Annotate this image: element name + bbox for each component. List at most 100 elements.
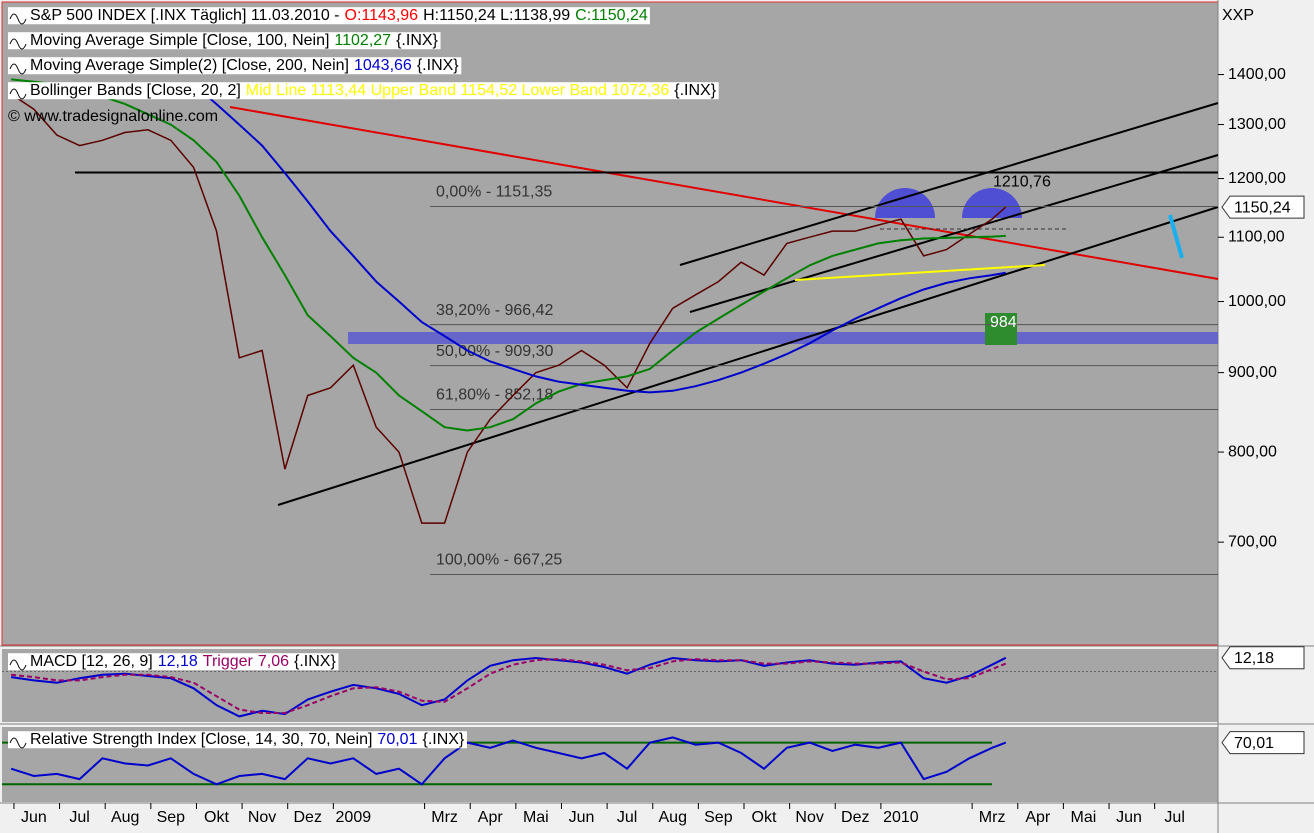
shoulder-marker bbox=[875, 188, 935, 218]
drawing-tools bbox=[229, 102, 1219, 506]
legend-background bbox=[8, 731, 467, 749]
x-tick-label: Nov bbox=[248, 809, 276, 826]
legend-part: {.INX} bbox=[674, 82, 716, 99]
target-label: 984 bbox=[990, 314, 1017, 331]
legend-text: S&P 500 INDEX [.INX Täglich] 11.03.2010 … bbox=[30, 7, 648, 24]
x-tick-label: Nov bbox=[795, 809, 823, 826]
x-tick-label: Sep bbox=[157, 809, 186, 826]
x-tick-label: Jul bbox=[69, 809, 89, 826]
y-tick-label: 1200,00 bbox=[1228, 170, 1286, 187]
y-tick-label: 800,00 bbox=[1228, 443, 1277, 460]
value-box-label: 1150,24 bbox=[1234, 199, 1291, 216]
target-box bbox=[985, 313, 1017, 345]
support-line bbox=[794, 264, 1046, 281]
value-box-label: 70,01 bbox=[1234, 735, 1274, 752]
fib-label: 38,20% - 966,42 bbox=[436, 302, 554, 319]
value-box-label: 12,18 bbox=[1234, 650, 1274, 667]
legend-icon bbox=[9, 659, 27, 671]
x-tick-label: Okt bbox=[204, 809, 229, 826]
legend-part: Bollinger Bands [Close, 20, 2] bbox=[30, 82, 241, 99]
legend-part: 1102,27 bbox=[334, 32, 391, 49]
x-tick-label: Jun bbox=[569, 809, 595, 826]
value-box bbox=[1221, 646, 1305, 670]
y-tick-label: 900,00 bbox=[1228, 364, 1277, 381]
legend-part: Moving Average Simple [Close, 100, Nein] bbox=[30, 32, 329, 49]
x-tick-label: Dez bbox=[841, 809, 869, 826]
legend-icon bbox=[9, 38, 27, 50]
y-tick-label: 700,00 bbox=[1228, 533, 1277, 550]
x-tick-label: Mai bbox=[1071, 809, 1097, 826]
legend-part: O:1143,96 bbox=[345, 7, 419, 24]
value-box bbox=[1221, 731, 1305, 755]
channel-line bbox=[689, 154, 1219, 313]
x-tick-label: Mrz bbox=[431, 809, 458, 826]
x-tick-label: Mai bbox=[523, 809, 549, 826]
x-tick-label: Jul bbox=[1164, 809, 1184, 826]
x-tick-label: Okt bbox=[752, 809, 777, 826]
legend-text: Moving Average Simple(2) [Close, 200, Ne… bbox=[30, 57, 459, 74]
x-tick-label: Aug bbox=[659, 809, 687, 826]
legend-part: {.INX} bbox=[396, 32, 438, 49]
legend-background bbox=[8, 57, 462, 75]
series-line bbox=[10, 658, 1007, 714]
x-tick-label: Aug bbox=[111, 809, 139, 826]
y-tick-label: 1100,00 bbox=[1228, 228, 1285, 245]
x-tick-label: Jun bbox=[1116, 809, 1142, 826]
legend-text: Moving Average Simple [Close, 100, Nein]… bbox=[30, 32, 439, 49]
series-line bbox=[10, 736, 1007, 786]
x-tick-label: Sep bbox=[704, 809, 733, 826]
x-tick-label: Mrz bbox=[979, 809, 1006, 826]
legend-part: S&P 500 INDEX [.INX Täglich] 11.03.2010 … bbox=[30, 7, 340, 24]
legend-icon bbox=[9, 13, 27, 25]
legend-part: 1043,66 bbox=[354, 57, 412, 74]
series-line bbox=[10, 78, 1006, 432]
resistance-label: 1210,76 bbox=[993, 174, 1051, 191]
channel-line bbox=[679, 102, 1219, 266]
legend-part: Moving Average Simple(2) [Close, 200, Ne… bbox=[30, 57, 349, 74]
x-tick-label: 2010 bbox=[883, 809, 919, 826]
arrow-mark bbox=[1168, 214, 1184, 259]
trend-line bbox=[229, 106, 1219, 280]
legend-text: MACD [12, 26, 9] 12,18 Trigger 7,06 {.INX} bbox=[30, 653, 336, 670]
x-tick-label: Jul bbox=[617, 809, 637, 826]
x-tick-label: Dez bbox=[293, 809, 321, 826]
legend-text: Relative Strength Index [Close, 14, 30, … bbox=[30, 731, 465, 748]
legend-icon bbox=[9, 737, 27, 749]
axis-label: XXP bbox=[1222, 7, 1254, 24]
legend-background bbox=[8, 653, 339, 671]
legend-part: {.INX} bbox=[417, 57, 459, 74]
y-tick-label: 1400,00 bbox=[1228, 66, 1286, 83]
channel-line bbox=[277, 206, 1219, 506]
series-line bbox=[10, 656, 1007, 718]
legend-part: C:1150,24 bbox=[575, 7, 648, 24]
legend-part: Relative Strength Index [Close, 14, 30, … bbox=[30, 731, 372, 748]
fib-label: 61,80% - 852,18 bbox=[436, 387, 554, 404]
legend-background bbox=[8, 32, 441, 50]
legend-text: Bollinger Bands [Close, 20, 2] Mid Line 1… bbox=[30, 82, 717, 99]
legend-part: H:1150,24 L:1138,99 bbox=[423, 7, 570, 24]
copyright: © www.tradesignalonline.com bbox=[8, 108, 218, 125]
fib-label: 100,00% - 667,25 bbox=[436, 552, 562, 569]
legend-part: Trigger bbox=[203, 653, 254, 670]
legend-part: 12,18 bbox=[158, 653, 198, 670]
series-line bbox=[192, 83, 1006, 394]
legend-part: 7,06 bbox=[258, 653, 289, 670]
legend-background bbox=[8, 82, 719, 100]
legend-part: 70,01 bbox=[377, 731, 417, 748]
shoulder-marker bbox=[962, 188, 1022, 218]
series-line bbox=[10, 93, 1007, 524]
y-tick-label: 1300,00 bbox=[1228, 116, 1286, 133]
x-tick-label: Apr bbox=[478, 809, 504, 826]
y-tick-label: 1000,00 bbox=[1228, 293, 1286, 310]
legend-part: {.INX} bbox=[422, 731, 464, 748]
legend-part: Mid Line 1113,44 Upper Band 1154,52 Lowe… bbox=[246, 82, 670, 99]
x-tick-label: Apr bbox=[1025, 809, 1051, 826]
fib-label: 0,00% - 1151,35 bbox=[436, 184, 552, 201]
x-tick-label: Jun bbox=[21, 809, 47, 826]
legend-icon bbox=[9, 63, 27, 75]
x-tick-label: 2009 bbox=[336, 809, 372, 826]
value-box bbox=[1221, 195, 1305, 219]
legend-background bbox=[8, 7, 650, 25]
fib-label: 50,00% - 909,30 bbox=[436, 343, 554, 360]
